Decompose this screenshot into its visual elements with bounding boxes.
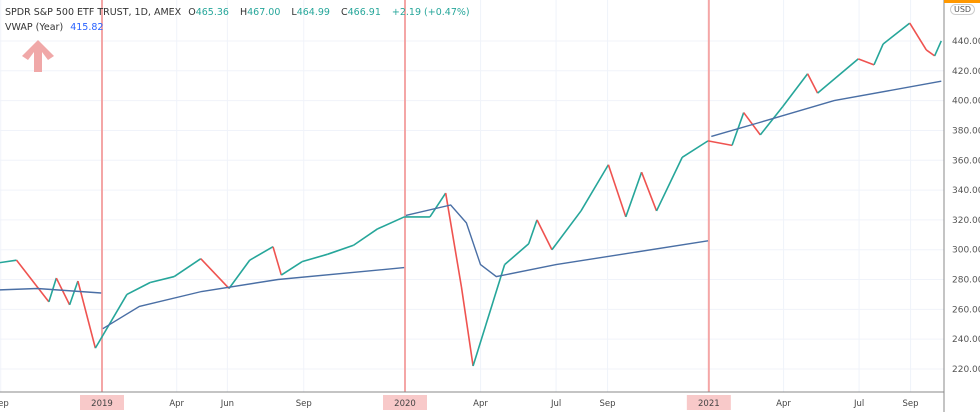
close-label: C xyxy=(340,7,348,18)
x-tick-label: Sep xyxy=(296,399,312,409)
legend: SPDR S&P 500 ETF TRUST, 1D, AMEX O465.36… xyxy=(5,5,474,35)
price-segment xyxy=(909,22,928,51)
x-tick-label: 2020 xyxy=(394,399,416,409)
y-tick-label: 220.00 xyxy=(952,365,980,375)
currency-badge[interactable]: USD xyxy=(950,4,976,15)
vwap-value: 415.82 xyxy=(70,22,104,33)
price-segment xyxy=(640,171,658,212)
y-tick-label: 260.00 xyxy=(952,305,980,315)
open-label: O xyxy=(188,7,196,18)
price-axis-marker xyxy=(944,0,980,3)
price-segment xyxy=(126,281,151,296)
price-segment xyxy=(933,40,942,57)
x-tick-label: Sep xyxy=(600,399,616,409)
year-marker-badge xyxy=(686,395,731,410)
x-tick-label: Sep xyxy=(903,399,919,409)
price-segment xyxy=(504,243,530,266)
price-segment xyxy=(15,259,50,303)
x-tick-label: Jun xyxy=(220,399,234,409)
low-label: L xyxy=(291,7,297,18)
price-segment xyxy=(580,164,610,212)
price-segment xyxy=(94,294,128,349)
price-segment xyxy=(280,260,303,276)
close-value: 466.91 xyxy=(347,7,381,18)
price-segment xyxy=(68,280,79,306)
y-tick-label: 340.00 xyxy=(952,186,980,196)
x-tick-label: Apr xyxy=(776,399,791,409)
price-segment xyxy=(377,216,405,230)
arrow-up-icon xyxy=(22,40,54,72)
price-segment xyxy=(55,277,71,306)
y-tick-label: 420.00 xyxy=(952,67,980,77)
price-segment xyxy=(460,286,474,367)
price-segment xyxy=(607,164,627,218)
price-segment xyxy=(527,219,538,245)
price-segment xyxy=(149,275,175,284)
y-tick-label: 240.00 xyxy=(952,335,980,345)
x-tick-label: Jul xyxy=(550,399,561,409)
y-tick-label: 360.00 xyxy=(952,156,980,166)
price-segment xyxy=(472,264,506,367)
year-marker-badge xyxy=(80,395,124,410)
price-segment xyxy=(536,219,553,251)
price-segment xyxy=(0,259,17,264)
symbol-row: SPDR S&P 500 ETF TRUST, 1D, AMEX O465.36… xyxy=(5,5,474,20)
price-segment xyxy=(707,140,733,147)
y-tick-label: 280.00 xyxy=(952,276,980,286)
x-tick-label: 2021 xyxy=(698,399,720,409)
price-segment xyxy=(806,73,819,94)
y-tick-label: 300.00 xyxy=(952,246,980,256)
price-segment xyxy=(857,58,875,66)
price-segment xyxy=(173,258,202,278)
vwap-line xyxy=(0,80,942,330)
price-segment xyxy=(625,171,643,218)
high-value: 467.00 xyxy=(247,7,281,18)
price-segment xyxy=(200,258,230,290)
price-segment xyxy=(353,228,379,246)
low-value: 464.99 xyxy=(296,7,330,18)
change-value: +2.19 (+0.47%) xyxy=(391,7,470,18)
price-segment xyxy=(817,58,859,94)
price-segment xyxy=(249,246,274,261)
high-label: H xyxy=(239,7,248,18)
price-segment xyxy=(551,210,582,251)
price-segment xyxy=(301,253,329,263)
price-segment xyxy=(782,73,809,108)
price-segment xyxy=(655,156,683,212)
price-segment xyxy=(272,246,283,276)
price-segment xyxy=(925,49,936,57)
symbol-title: SPDR S&P 500 ETF TRUST, 1D, AMEX xyxy=(5,7,182,18)
price-segment xyxy=(327,244,354,255)
x-tick-label: Jul xyxy=(853,399,864,409)
open-value: 465.36 xyxy=(195,7,229,18)
y-tick-label: 320.00 xyxy=(952,216,980,226)
vwap-row[interactable]: VWAP (Year) 415.82 xyxy=(5,20,474,35)
price-segment xyxy=(759,106,784,136)
price-segment xyxy=(444,192,463,288)
vwap-label: VWAP (Year) xyxy=(5,22,64,33)
y-tick-label: 380.00 xyxy=(952,126,980,136)
y-tick-label: 400.00 xyxy=(952,97,980,107)
x-tick-label: Sep xyxy=(0,399,9,409)
year-marker-badge xyxy=(383,395,427,410)
price-segment xyxy=(882,22,911,45)
price-segment xyxy=(743,112,761,136)
y-tick-label: 440.00 xyxy=(952,37,980,47)
price-segment xyxy=(873,43,884,66)
x-tick-label: Apr xyxy=(473,399,488,409)
price-segment xyxy=(228,259,251,289)
x-tick-label: 2019 xyxy=(91,399,113,409)
price-segment xyxy=(681,140,709,158)
price-segment xyxy=(429,192,447,218)
x-tick-label: Apr xyxy=(169,399,184,409)
